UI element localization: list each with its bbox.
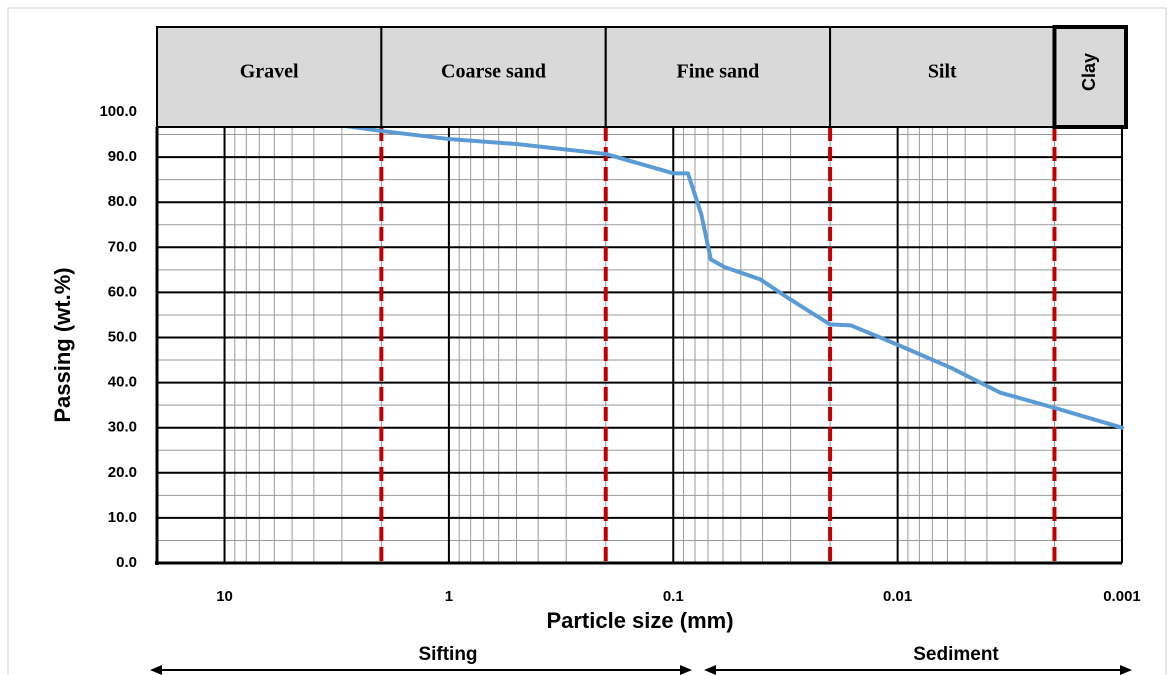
- zone-label: Silt: [928, 61, 957, 83]
- y-tick-label: 90.0: [108, 148, 137, 165]
- zone-label: Coarse sand: [441, 61, 546, 83]
- zone-box: [1052, 25, 1129, 129]
- y-tick-label: 20.0: [108, 464, 137, 481]
- zone-label: Clay: [1079, 53, 1099, 91]
- x-tick-label: 10: [216, 588, 233, 605]
- frame: [7, 7, 1167, 675]
- y-tick-label: 10.0: [108, 509, 137, 526]
- y-tick-label: 80.0: [108, 193, 137, 210]
- y-tick-label: 30.0: [108, 419, 137, 436]
- x-tick-label: 0.01: [883, 588, 912, 605]
- x-tick-label: 0.001: [1103, 588, 1141, 605]
- y-tick-label: 70.0: [108, 238, 137, 255]
- y-axis-title: Passing (wt.%): [50, 267, 75, 422]
- y-tick-label: 0.0: [116, 554, 137, 571]
- method-label: Sifting: [418, 644, 477, 665]
- y-tick-label: 60.0: [108, 283, 137, 300]
- method-label: Sediment: [913, 644, 999, 665]
- y-tick-label: 50.0: [108, 328, 137, 345]
- y-tick-label: 100.0: [99, 103, 137, 120]
- zone-box: [829, 26, 1056, 128]
- x-tick-label: 0.1: [663, 588, 684, 605]
- zone-label: Gravel: [240, 61, 299, 83]
- zone-label: Fine sand: [677, 61, 760, 83]
- x-axis-title: Particle size (mm): [546, 608, 733, 633]
- passing-curve: [339, 123, 1124, 430]
- x-tick-label: 1: [445, 588, 453, 605]
- y-tick-label: 40.0: [108, 374, 137, 391]
